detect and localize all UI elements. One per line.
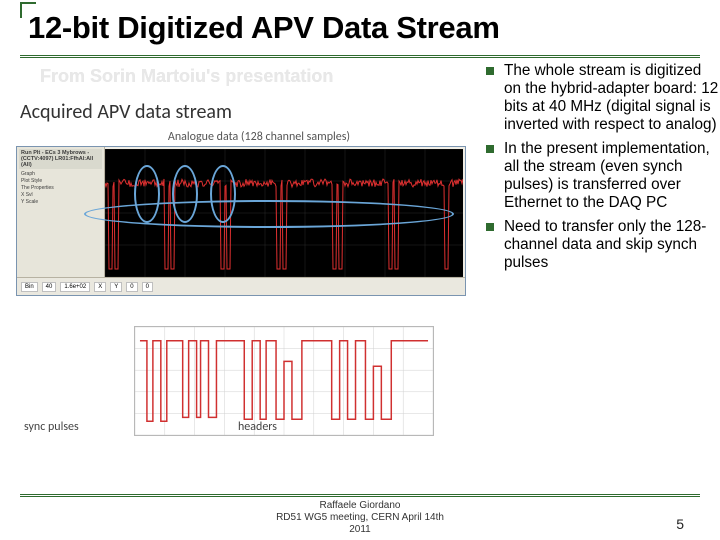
footer-rule <box>20 494 700 497</box>
title-bar: 12-bit Digitized APV Data Stream <box>0 0 720 60</box>
page-number: 5 <box>676 516 684 532</box>
footer-text: Raffaele Giordano RD51 WG5 meeting, CERN… <box>0 494 720 536</box>
plot-bottom-cell: Y <box>110 282 122 292</box>
plot-bottom-cell: 1.6e+02 <box>60 282 90 292</box>
plot-bottom-cell: 0 <box>126 282 137 292</box>
credit-text: From Sorin Martoiu's presentation <box>40 66 333 87</box>
zoom-label-headers: headers <box>238 420 277 434</box>
plot-bottom-cell: 0 <box>142 282 153 292</box>
plot-bottom-cell: 40 <box>42 282 57 292</box>
figure-subcaption: Analogue data (128 channel samples) <box>54 130 464 144</box>
footer: Raffaele Giordano RD51 WG5 meeting, CERN… <box>0 494 720 540</box>
zoom-plot <box>134 326 434 436</box>
figure-heading: Acquired APV data stream <box>20 100 474 124</box>
zoom-label-sync: sync pulses <box>24 420 79 434</box>
footer-year: 2011 <box>349 524 371 535</box>
plot-bottom-cell: Bin <box>21 282 38 292</box>
bullet-item: The whole stream is digitized on the hyb… <box>482 62 720 134</box>
plot-sidebar-title: Run Plt - ECs 3 Mybrows - (CCTV:4097) LR… <box>19 149 102 169</box>
bullet-list: The whole stream is digitized on the hyb… <box>482 62 720 279</box>
sidebar-row: Graph <box>19 171 102 178</box>
bullet-item: Need to transfer only the 128-channel da… <box>482 218 720 272</box>
zoom-waveform-svg <box>135 327 433 435</box>
footer-author: Raffaele Giordano <box>320 500 401 511</box>
title-corner-accent <box>20 2 36 18</box>
plot-bottom-cell: X <box>94 282 106 292</box>
footer-meeting: RD51 WG5 meeting, CERN April 14th <box>276 512 444 523</box>
plot-bottom-bar: Bin401.6e+02XY00 <box>17 277 465 295</box>
content-area: From Sorin Martoiu's presentation Acquir… <box>0 58 720 492</box>
sidebar-row: Y Scale <box>19 199 102 206</box>
annotation-ellipse <box>84 200 454 228</box>
figure-block: Acquired APV data stream Analogue data (… <box>14 100 474 460</box>
bullet-item: In the present implementation, all the s… <box>482 140 720 212</box>
sidebar-row: X Svl <box>19 192 102 199</box>
sidebar-row: Plot Style <box>19 178 102 185</box>
slide-title: 12-bit Digitized APV Data Stream <box>28 10 700 46</box>
sidebar-row: The Properties <box>19 185 102 192</box>
